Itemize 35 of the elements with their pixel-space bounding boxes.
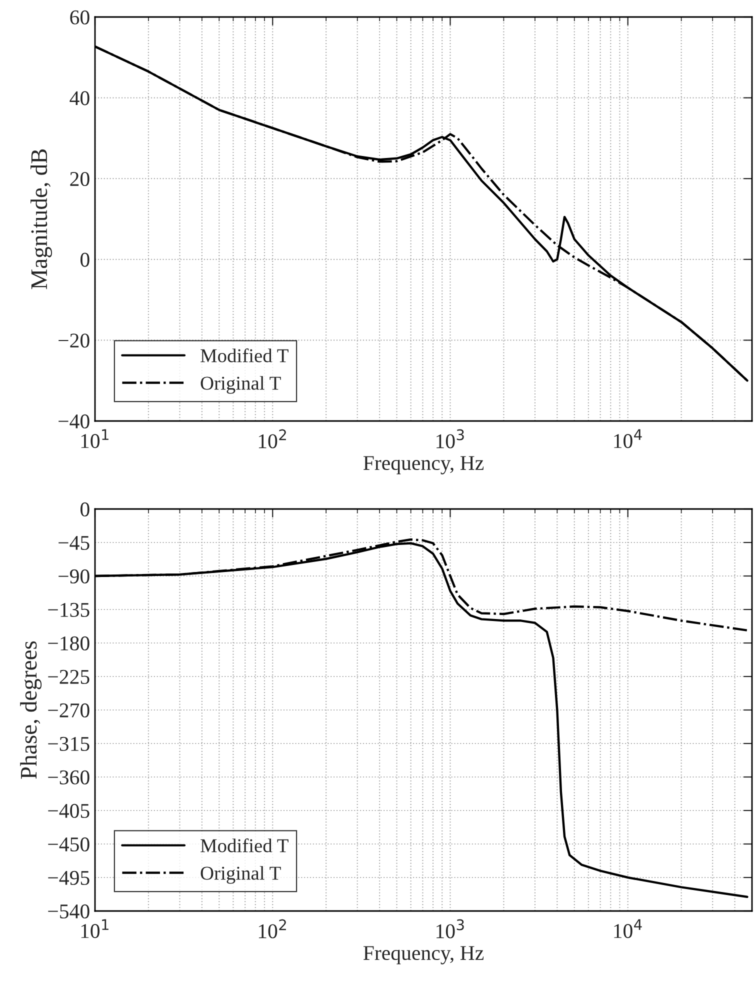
y-tick-label: −495 <box>48 870 90 885</box>
x-tick-label: 10$^{4}$ <box>614 429 642 448</box>
y-tick-label: −40 <box>58 414 90 428</box>
y-axis-title: Phase, degrees <box>20 641 42 779</box>
x-tick-label: 10$^{4}$ <box>614 919 642 938</box>
y-tick-label: −540 <box>48 904 90 918</box>
y-tick-label: −270 <box>48 703 90 718</box>
x-tick-label: 10$^{1}$ <box>81 429 108 448</box>
y-tick-label: −90 <box>58 569 90 584</box>
x-axis-title: Frequency, Hz <box>363 946 484 964</box>
x-tick-label: 10$^{3}$ <box>436 429 464 448</box>
x-tick-label: 10$^{2}$ <box>258 429 286 448</box>
x-tick-label: 10$^{1}$ <box>81 919 108 938</box>
legend-label: Original T <box>200 376 281 394</box>
y-tick-label: 40 <box>70 91 90 106</box>
y-tick-label: −225 <box>48 670 90 684</box>
x-tick-label: 10$^{2}$ <box>258 919 286 938</box>
y-tick-label: −20 <box>58 334 90 348</box>
legend-label: Original T <box>200 866 281 884</box>
y-axis-title: Magnitude, dB <box>30 149 52 290</box>
x-axis-title: Frequency, Hz <box>363 456 484 474</box>
y-tick-label: 20 <box>70 172 90 186</box>
legend-label: Modified T <box>200 348 288 362</box>
y-tick-label: 0 <box>80 502 90 516</box>
y-tick-label: −180 <box>48 636 90 650</box>
y-tick-label: −135 <box>48 602 90 617</box>
y-tick-label: −315 <box>48 736 90 751</box>
y-tick-label: −360 <box>48 770 90 784</box>
y-tick-label: 0 <box>80 252 90 267</box>
y-tick-label: −450 <box>48 837 90 852</box>
legend-label: Modified T <box>200 838 288 852</box>
y-tick-label: 60 <box>70 10 90 24</box>
x-tick-label: 10$^{3}$ <box>436 919 464 938</box>
y-tick-label: −45 <box>58 536 90 550</box>
y-tick-label: −405 <box>48 804 90 818</box>
